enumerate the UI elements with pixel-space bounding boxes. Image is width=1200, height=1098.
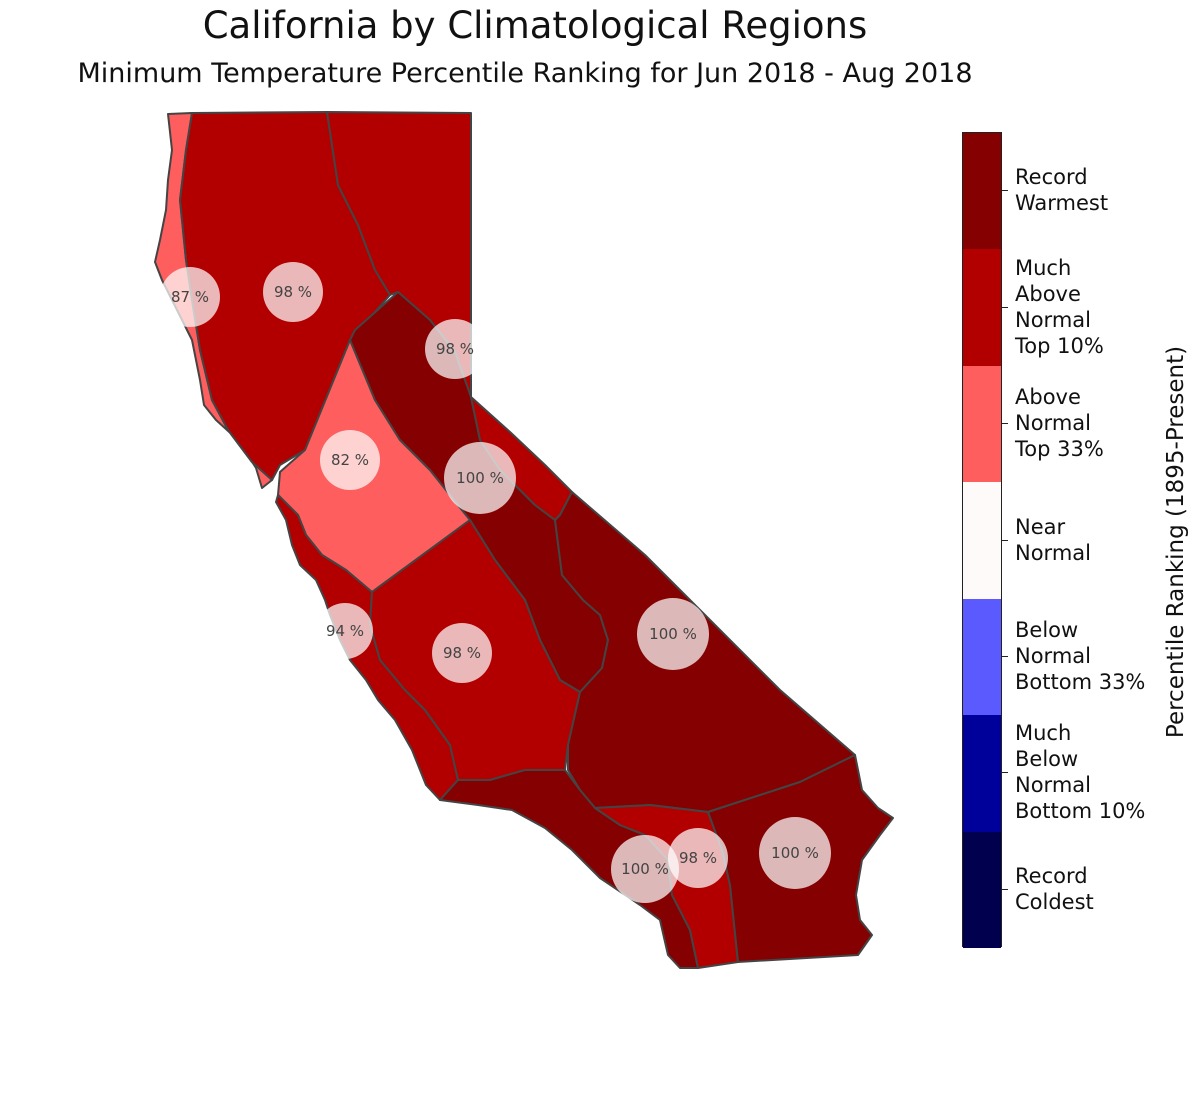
colorbar-label-line: Top 10% bbox=[1015, 333, 1104, 358]
colorbar-tick bbox=[1002, 772, 1008, 774]
bubble-sierra: 100 % bbox=[444, 442, 516, 514]
colorbar-axis-label: Percentile Ranking (1895-Present) bbox=[1163, 345, 1189, 739]
pct-label-southeast-desert: 100 % bbox=[649, 625, 697, 643]
colorbar-segment-much-above bbox=[963, 249, 1001, 367]
colorbar bbox=[962, 132, 1002, 949]
map-subtitle: Minimum Temperature Percentile Ranking f… bbox=[77, 58, 973, 89]
pct-label-northeast-interior: 98 % bbox=[436, 340, 474, 358]
colorbar-label-record-coldest: Record Coldest bbox=[1015, 863, 1094, 915]
colorbar-label-line: Near bbox=[1015, 514, 1066, 539]
colorbar-label-much-below: Much Below Normal Bottom 10% bbox=[1015, 720, 1145, 824]
colorbar-label-line: Much bbox=[1015, 255, 1072, 280]
pct-label-sacramento-valley: 82 % bbox=[331, 451, 369, 469]
colorbar-label-line: Above bbox=[1015, 385, 1081, 410]
colorbar-label-line: Record bbox=[1015, 863, 1088, 888]
colorbar-label-line: Normal bbox=[1015, 411, 1091, 436]
colorbar-label-record-warmest: Record Warmest bbox=[1015, 164, 1108, 216]
pct-label-southern-interior: 98 % bbox=[679, 849, 717, 867]
colorbar-segment-record-coldest bbox=[963, 831, 1001, 949]
pct-label-northern-interior: 98 % bbox=[274, 283, 312, 301]
colorbar-tick bbox=[1002, 655, 1008, 657]
bubble-south-coast: 100 % bbox=[611, 835, 679, 903]
colorbar-label-much-above: Much Above Normal Top 10% bbox=[1015, 255, 1104, 359]
map-title: California by Climatological Regions bbox=[202, 4, 868, 47]
colorbar-label-line: Coldest bbox=[1015, 889, 1094, 914]
colorbar-label-line: Normal bbox=[1015, 540, 1091, 565]
percentile-labels: 87 % 98 % 98 % 82 % 100 % 94 % 98 % 100 bbox=[160, 262, 831, 903]
colorbar-tick bbox=[1002, 423, 1008, 425]
pct-label-sonoran-desert: 100 % bbox=[771, 844, 819, 862]
colorbar-label-line: Above bbox=[1015, 281, 1081, 306]
colorbar-tick bbox=[1002, 888, 1008, 890]
colorbar-label-line: Warmest bbox=[1015, 191, 1109, 216]
colorbar-label-below: Below Normal Bottom 33% bbox=[1015, 617, 1145, 695]
colorbar-label-line: Bottom 33% bbox=[1015, 669, 1146, 694]
colorbar-label-line: Below bbox=[1015, 747, 1079, 772]
colorbar-tick bbox=[1002, 306, 1008, 308]
colorbar-label-line: Normal bbox=[1015, 773, 1091, 798]
colorbar-label-line: Normal bbox=[1015, 643, 1091, 668]
bubble-north-coast: 87 % bbox=[160, 267, 220, 327]
bubble-southern-interior: 98 % bbox=[668, 828, 728, 888]
colorbar-segment-above bbox=[963, 365, 1001, 483]
colorbar-label-line: Normal bbox=[1015, 307, 1091, 332]
colorbar-label-near: Near Normal bbox=[1015, 514, 1091, 566]
bubble-sacramento-valley: 82 % bbox=[320, 430, 380, 490]
colorbar-label-line: Below bbox=[1015, 617, 1079, 642]
bubble-northeast-interior: 98 % bbox=[425, 319, 485, 379]
bubble-central-coast: 94 % bbox=[317, 603, 373, 659]
colorbar-tick bbox=[1002, 190, 1008, 192]
bubble-san-joaquin-valley: 98 % bbox=[432, 623, 492, 683]
bubble-sonoran-desert: 100 % bbox=[759, 817, 831, 889]
colorbar-segment-much-below bbox=[963, 715, 1001, 833]
colorbar-label-line: Bottom 10% bbox=[1015, 799, 1146, 824]
pct-label-north-coast: 87 % bbox=[171, 288, 209, 306]
colorbar-label-line: Record bbox=[1015, 165, 1088, 190]
colorbar-label-line: Top 33% bbox=[1015, 437, 1104, 462]
pct-label-south-coast: 100 % bbox=[621, 860, 669, 878]
colorbar-tick bbox=[1002, 539, 1008, 541]
pct-label-central-coast: 94 % bbox=[326, 622, 364, 640]
colorbar-segment-below bbox=[963, 598, 1001, 716]
bubble-northern-interior: 98 % bbox=[263, 262, 323, 322]
region-southeast-desert bbox=[554, 491, 856, 813]
colorbar-segment-near bbox=[963, 482, 1001, 600]
pct-label-sierra: 100 % bbox=[456, 469, 504, 487]
colorbar-label-line: Much bbox=[1015, 721, 1072, 746]
colorbar-segment-record-warmest bbox=[963, 133, 1001, 250]
bubble-southeast-desert: 100 % bbox=[637, 598, 709, 670]
pct-label-san-joaquin-valley: 98 % bbox=[443, 644, 481, 662]
colorbar-label-above: Above Normal Top 33% bbox=[1015, 384, 1104, 462]
